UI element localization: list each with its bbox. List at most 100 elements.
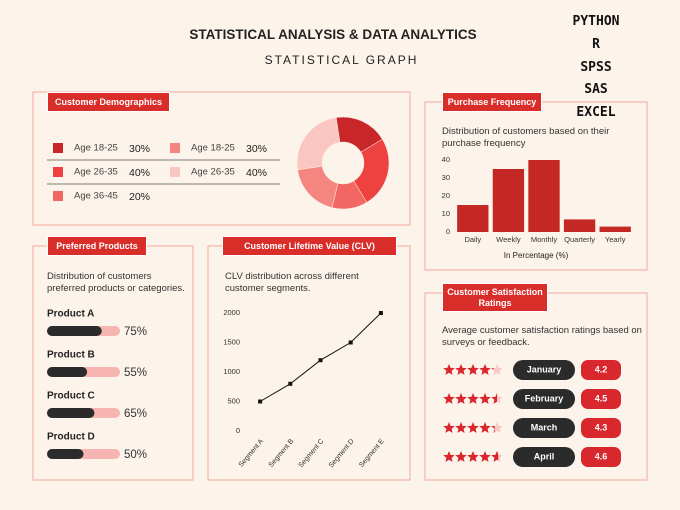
progress-bar — [47, 449, 84, 459]
line — [259, 312, 382, 402]
marker — [318, 358, 323, 363]
legend-value: 30% — [129, 143, 150, 155]
star — [455, 451, 467, 462]
panel-subtitle: Distribution of customers preferred prod… — [47, 271, 185, 294]
x-tick-label: Segment E — [358, 438, 386, 469]
star — [491, 425, 495, 433]
product-label: Product C — [47, 391, 95, 402]
progress-value: 65% — [124, 408, 147, 420]
rating-value: 4.2 — [595, 364, 608, 374]
y-tick-label: 20 — [442, 191, 450, 200]
panel-title: Customer Satisfaction Ratings — [442, 283, 548, 312]
legend-swatch — [53, 191, 63, 201]
panel — [32, 91, 411, 226]
tool: EXCEL — [576, 105, 616, 120]
legend-label: Age 26-35 — [74, 167, 118, 178]
donut-slice — [297, 165, 339, 208]
panel-title: Customer Demographics — [47, 92, 170, 112]
month-label: January — [527, 364, 562, 374]
product-label: Product A — [47, 309, 94, 320]
value-pill — [581, 389, 621, 409]
legend-swatch — [53, 167, 63, 177]
month-label: March — [531, 422, 558, 432]
tool: R — [592, 37, 600, 52]
legend-value: 20% — [129, 191, 150, 203]
marker — [348, 340, 353, 345]
progress-bar — [47, 408, 95, 418]
marker — [258, 399, 263, 404]
legend-value: 40% — [129, 167, 150, 179]
legend-label: Age 18-25 — [74, 143, 118, 154]
y-tick-label: 30 — [442, 173, 450, 182]
legend-value: 40% — [246, 167, 267, 179]
month-label: February — [525, 393, 564, 403]
star — [467, 422, 479, 433]
panel-title: Customer Lifetime Value (CLV) — [222, 236, 397, 256]
legend-value: 30% — [246, 143, 267, 155]
rating-value: 4.5 — [595, 393, 608, 403]
month-pill — [513, 447, 575, 467]
value-pill — [581, 418, 621, 438]
star — [455, 364, 467, 375]
panel-subtitle: CLV distribution across different custom… — [225, 271, 359, 294]
tool: SPSS — [580, 60, 612, 75]
month-pill — [513, 418, 575, 438]
value-pill — [581, 447, 621, 467]
marker — [288, 381, 293, 386]
star — [443, 364, 455, 375]
bar — [599, 226, 631, 232]
x-tick-label: Segment B — [268, 438, 296, 469]
rating-value: 4.3 — [595, 422, 608, 432]
x-tick-label: Daily — [464, 235, 481, 244]
progress-bar — [47, 326, 102, 336]
panel-subtitle: Average customer satisfaction ratings ba… — [442, 325, 642, 348]
progress-value: 55% — [124, 367, 147, 379]
x-axis-label: In Percentage (%) — [504, 251, 569, 260]
tool: SAS — [584, 82, 608, 97]
star — [479, 364, 491, 375]
legend-label: Age 18-25 — [191, 143, 235, 154]
x-tick-label: Segment A — [238, 438, 266, 469]
donut-slice — [296, 117, 341, 171]
page-title: STATISTICAL ANALYSIS & DATA ANALYTICS — [189, 27, 477, 42]
y-tick-label: 10 — [442, 209, 450, 218]
marker — [378, 311, 383, 315]
bar — [457, 205, 489, 232]
star — [467, 393, 479, 404]
progress-value: 75% — [124, 326, 147, 338]
star — [479, 451, 491, 462]
legend-label: Age 26-35 — [191, 167, 235, 178]
star — [443, 393, 455, 404]
product-label: Product D — [47, 432, 95, 443]
y-tick-label: 1000 — [223, 367, 240, 376]
x-tick-label: Segment C — [298, 438, 326, 469]
product-label: Product B — [47, 350, 95, 361]
x-tick-label: Quarterly — [564, 235, 595, 244]
legend-swatch — [170, 143, 180, 153]
y-tick-label: 2000 — [223, 308, 240, 317]
rating-stars — [443, 364, 494, 375]
star — [455, 393, 467, 404]
star — [455, 422, 467, 433]
month-label: April — [534, 451, 555, 461]
tool: PYTHON — [572, 14, 620, 29]
x-tick-label: Weekly — [496, 235, 521, 244]
y-tick-label: 0 — [446, 227, 450, 236]
legend-swatch — [170, 167, 180, 177]
page-subtitle: STATISTICAL GRAPH — [264, 53, 419, 67]
panel-title: Preferred Products — [47, 236, 147, 256]
rating-stars — [443, 393, 497, 404]
y-tick-label: 40 — [442, 155, 450, 164]
panel-subtitle: Distribution of customers based on their… — [442, 126, 610, 149]
star — [491, 367, 494, 370]
star — [479, 393, 491, 404]
month-pill — [513, 360, 575, 380]
legend-label: Age 36-45 — [74, 191, 118, 202]
progress-value: 50% — [124, 449, 147, 461]
panel-title: Purchase Frequency — [442, 92, 542, 112]
star — [491, 393, 497, 404]
star — [443, 422, 455, 433]
y-tick-label: 1500 — [223, 337, 240, 346]
